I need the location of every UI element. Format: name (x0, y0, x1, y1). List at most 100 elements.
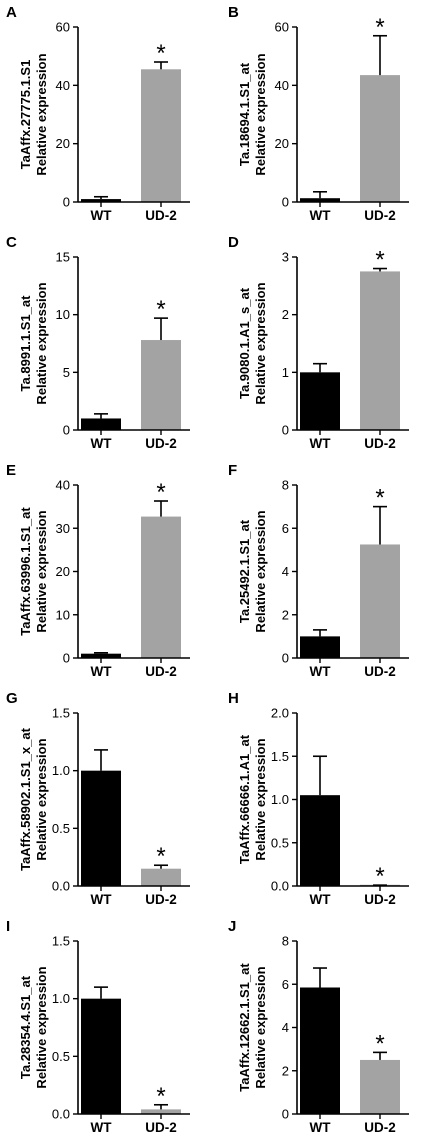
x-tick-label: UD-2 (145, 208, 177, 223)
bar-ud-2 (141, 1109, 181, 1114)
x-tick-label: WT (310, 892, 332, 907)
y-tick-label: 20 (56, 136, 70, 151)
y-tick-label: 0.0 (271, 879, 289, 894)
y-tick-label: 0 (282, 1107, 289, 1122)
significance-marker: * (375, 14, 384, 41)
x-tick-label: WT (91, 892, 113, 907)
bar-wt (300, 372, 340, 430)
bar-wt (81, 418, 121, 430)
x-tick-label: WT (91, 208, 113, 223)
y-axis-title-line2: Relative expression (253, 738, 268, 860)
y-axis-title-line1: TaAffx.27775.1.S1 (18, 60, 33, 170)
y-tick-label: 60 (56, 20, 70, 35)
y-axis-title-line1: Ta.25492.1.S1_at (237, 519, 252, 623)
y-axis-title-line1: TaAffx.66666.1.A1_at (237, 734, 252, 864)
panel-letter: B (228, 4, 239, 21)
significance-marker: * (375, 485, 384, 512)
chart-panel-h: H TaAffx.66666.1.A1_at Relative expression… (228, 690, 409, 907)
significance-marker: * (375, 863, 384, 890)
y-tick-label: 0 (63, 423, 70, 438)
y-axis-title-line1: Ta.18694.1.S1_at (237, 62, 252, 166)
panel-letter: C (6, 234, 17, 251)
y-tick-label: 1.5 (52, 934, 70, 949)
y-tick-label: 2 (282, 607, 289, 622)
y-tick-label: 0.5 (271, 835, 289, 850)
significance-marker: * (156, 296, 165, 323)
y-tick-label: 0.0 (52, 879, 70, 894)
panel-letter: E (6, 462, 16, 479)
y-axis-title-line2: Relative expression (34, 53, 49, 175)
y-axis-title-line2: Relative expression (253, 282, 268, 404)
y-tick-label: 6 (282, 521, 289, 536)
y-tick-label: 20 (275, 136, 289, 151)
y-tick-label: 10 (56, 607, 70, 622)
x-tick-label: WT (310, 208, 332, 223)
y-tick-label: 1.0 (52, 991, 70, 1006)
chart-panel-i: I Ta.28354.4.S1_at Relative expression WT * U… (6, 918, 190, 1135)
y-axis-title-line2: Relative expression (253, 966, 268, 1088)
y-tick-label: 1 (282, 365, 289, 380)
significance-marker: * (156, 40, 165, 67)
chart-panel-f: F Ta.25492.1.S1_at Relative expression WT * U… (228, 462, 409, 679)
y-tick-label: 2 (282, 1063, 289, 1078)
bar-wt (81, 998, 121, 1114)
y-axis-title-line1: Ta.28354.4.S1_at (18, 975, 33, 1079)
x-tick-label: UD-2 (364, 208, 396, 223)
significance-marker: * (375, 1030, 384, 1057)
y-tick-label: 10 (56, 307, 70, 322)
y-tick-label: 1.0 (52, 763, 70, 778)
y-tick-label: 40 (56, 78, 70, 93)
bar-wt (300, 987, 340, 1114)
bar-wt (300, 636, 340, 658)
panel-letter: A (6, 4, 17, 21)
bar-ud-2 (141, 69, 181, 203)
bar-ud-2 (141, 340, 181, 430)
panel-letter: H (228, 690, 239, 707)
y-tick-label: 3 (282, 250, 289, 265)
chart-panel-b: B Ta.18694.1.S1_at Relative expression WT * U… (228, 4, 409, 223)
y-axis-title-line1: Ta.8991.1.S1_at (18, 295, 33, 392)
y-tick-label: 0.5 (52, 821, 70, 836)
y-tick-label: 8 (282, 478, 289, 493)
x-tick-label: UD-2 (145, 436, 177, 451)
y-axis-title-line2: Relative expression (34, 966, 49, 1088)
x-tick-label: UD-2 (364, 1120, 396, 1135)
y-tick-label: 8 (282, 934, 289, 949)
y-tick-label: 0 (282, 423, 289, 438)
bar-ud-2 (360, 544, 400, 658)
x-tick-label: UD-2 (145, 1120, 177, 1135)
chart-panel-g: G TaAffx.58902.1.S1_x_at Relative expressi… (6, 690, 190, 907)
y-tick-label: 60 (275, 20, 289, 35)
chart-panel-a: A TaAffx.27775.1.S1 Relative expression WT *… (6, 4, 190, 223)
y-tick-label: 2.0 (271, 706, 289, 721)
x-tick-label: WT (91, 436, 113, 451)
chart-panel-j: J TaAffx.12662.1.S1_at Relative expression… (228, 918, 409, 1135)
y-tick-label: 0.0 (52, 1107, 70, 1122)
significance-marker: * (375, 247, 384, 274)
y-tick-label: 6 (282, 977, 289, 992)
y-axis-title-line1: TaAffx.58902.1.S1_x_at (18, 727, 33, 871)
y-tick-label: 1.5 (52, 706, 70, 721)
y-tick-label: 2 (282, 307, 289, 322)
y-tick-label: 20 (56, 564, 70, 579)
y-tick-label: 40 (275, 78, 289, 93)
bar-wt (81, 770, 121, 886)
chart-panel-d: D Ta.9080.1.A1_s_at Relative expression WT *… (228, 234, 409, 451)
y-tick-label: 40 (56, 478, 70, 493)
bar-ud-2 (360, 75, 400, 202)
y-tick-label: 1.0 (271, 792, 289, 807)
bar-ud-2 (360, 271, 400, 430)
significance-marker: * (156, 1083, 165, 1110)
y-axis-title-line2: Relative expression (253, 53, 268, 175)
y-tick-label: 0 (63, 651, 70, 666)
y-tick-label: 4 (282, 564, 289, 579)
bar-wt (81, 199, 121, 202)
y-tick-label: 0 (282, 651, 289, 666)
bar-wt (300, 198, 340, 202)
x-tick-label: WT (310, 1120, 332, 1135)
significance-marker: * (156, 479, 165, 506)
panel-letter: J (228, 918, 236, 935)
x-tick-label: WT (310, 436, 332, 451)
bar-ud-2 (141, 516, 181, 658)
y-tick-label: 30 (56, 521, 70, 536)
